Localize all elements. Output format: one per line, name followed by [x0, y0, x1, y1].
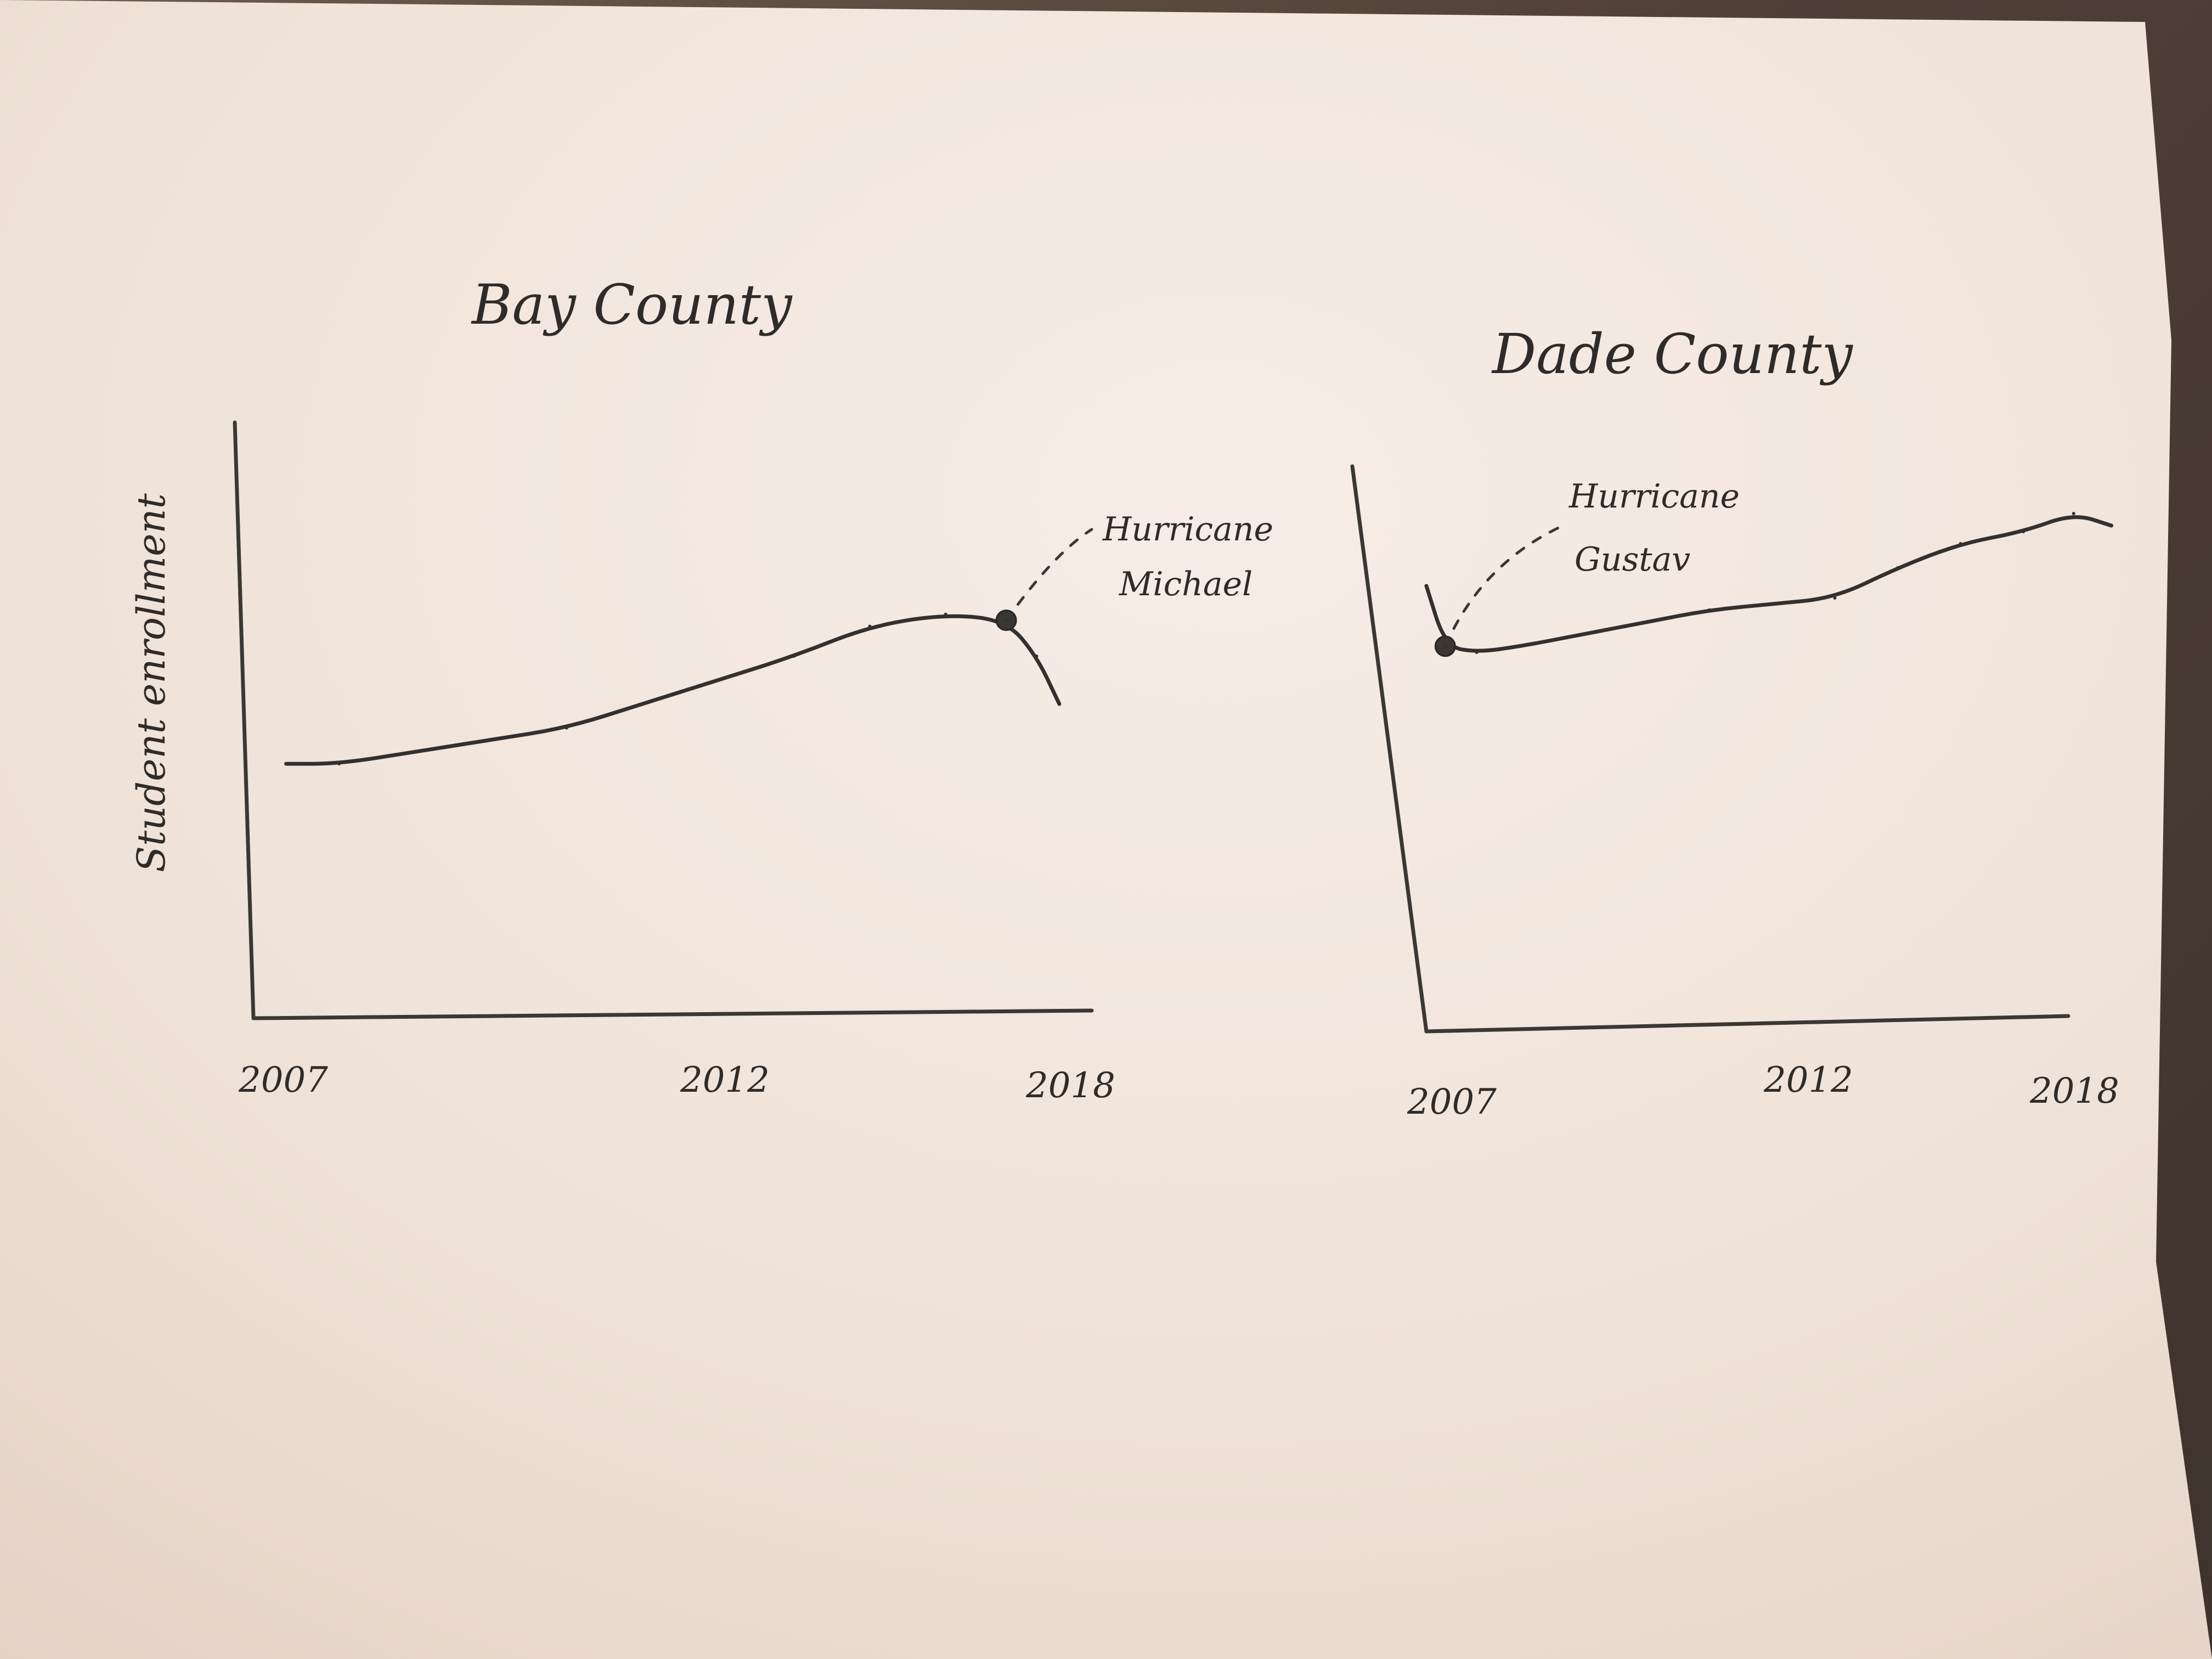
dade-x-tick-2018: 2018 [2029, 1071, 2119, 1111]
bay-point-3 [489, 738, 493, 742]
bay-x-axis [251, 1008, 1094, 1020]
dade-point-2 [1475, 651, 1479, 654]
bay-point-11 [1035, 654, 1039, 658]
dade-point-13 [2109, 524, 2113, 527]
bay-point-9 [944, 612, 947, 616]
dade-x-axis [1424, 1014, 2070, 1034]
dade-y-axis [1350, 464, 1429, 1034]
bay-point-10 [1005, 618, 1008, 622]
dade-point-1 [1443, 645, 1447, 648]
bay-point-4 [565, 726, 568, 730]
bay-enrollment-line [284, 614, 1062, 766]
bay-x-tick-2007: 2007 [238, 1060, 328, 1101]
bay-point-12 [1057, 702, 1061, 706]
bay-annotation-line1: Hurricane [1102, 510, 1273, 549]
dade-point-11 [2022, 530, 2025, 533]
bay-county-chart: Bay County Student enrollment 2007 2012 … [129, 273, 1273, 1106]
bay-point-0 [284, 762, 288, 766]
dade-point-3 [1519, 645, 1522, 648]
bay-x-tick-2018: 2018 [1025, 1065, 1115, 1106]
dade-point-5 [1644, 620, 1648, 624]
bay-x-tick-2012: 2012 [680, 1060, 770, 1101]
dade-point-7 [1770, 602, 1774, 606]
bay-point-7 [792, 654, 796, 658]
dade-x-tick-2007: 2007 [1407, 1082, 1497, 1122]
bay-point-2 [413, 750, 417, 754]
dade-point-12 [2072, 512, 2075, 515]
dade-point-8 [1833, 596, 1837, 600]
bay-point-6 [716, 678, 720, 682]
bay-point-5 [640, 702, 644, 706]
dade-point-6 [1707, 608, 1711, 612]
dade-point-9 [1896, 566, 1900, 569]
dade-chart-title: Dade County [1491, 322, 1853, 386]
dade-point-0 [1425, 584, 1428, 588]
dade-point-4 [1582, 633, 1585, 636]
bay-point-1 [337, 762, 341, 766]
bay-y-axis [233, 420, 256, 1020]
dade-annotation-line1: Hurricane [1568, 477, 1740, 516]
dade-annotation-line2: Gustav [1575, 540, 1690, 579]
bay-annotation-line2: Michael [1119, 565, 1252, 603]
dade-county-chart: Dade County 2007 2012 2018 Hurricane Gus… [1350, 322, 2119, 1122]
dade-annotation-leader [1443, 525, 1562, 648]
bay-y-axis-label: Student enrollment [129, 493, 174, 872]
dade-x-tick-2012: 2012 [1763, 1060, 1853, 1101]
bay-point-8 [868, 624, 872, 628]
bay-annotation-leader [1005, 528, 1093, 622]
bay-chart-title: Bay County [471, 273, 793, 337]
dade-point-10 [1959, 542, 1962, 545]
